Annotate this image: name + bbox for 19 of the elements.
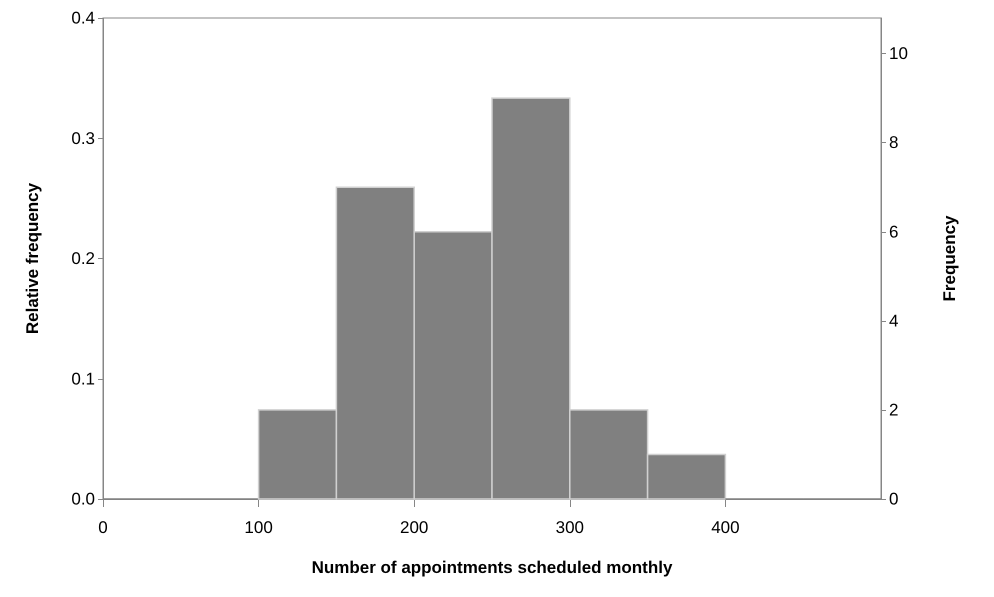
x-tick-label: 0	[98, 518, 108, 537]
y-tick-label: 0.2	[71, 249, 95, 268]
y2-tick-label: 4	[889, 311, 898, 330]
y-tick-label: 0.4	[71, 8, 95, 28]
y2-tick-label: 2	[889, 400, 898, 420]
y2-tick-label: 10	[889, 44, 908, 64]
x-tick-label: 400	[711, 518, 740, 537]
y-tick-label: 0.3	[71, 128, 95, 148]
y2-axis-title: Frequency	[940, 214, 959, 302]
y-axis-title: Relative frequency	[23, 182, 42, 334]
y2-tick-label: 6	[889, 222, 898, 242]
y2-tick-label: 0	[889, 490, 898, 508]
x-tick-label: 200	[400, 518, 428, 537]
y-tick-label: 0.1	[71, 369, 95, 388]
y2-tick-label: 8	[889, 133, 898, 152]
x-axis-title: Number of appointments scheduled monthly	[312, 558, 673, 577]
x-tick-label: 300	[556, 518, 584, 537]
y-tick-label: 0.0	[71, 490, 95, 508]
x-tick-label: 100	[244, 518, 273, 537]
